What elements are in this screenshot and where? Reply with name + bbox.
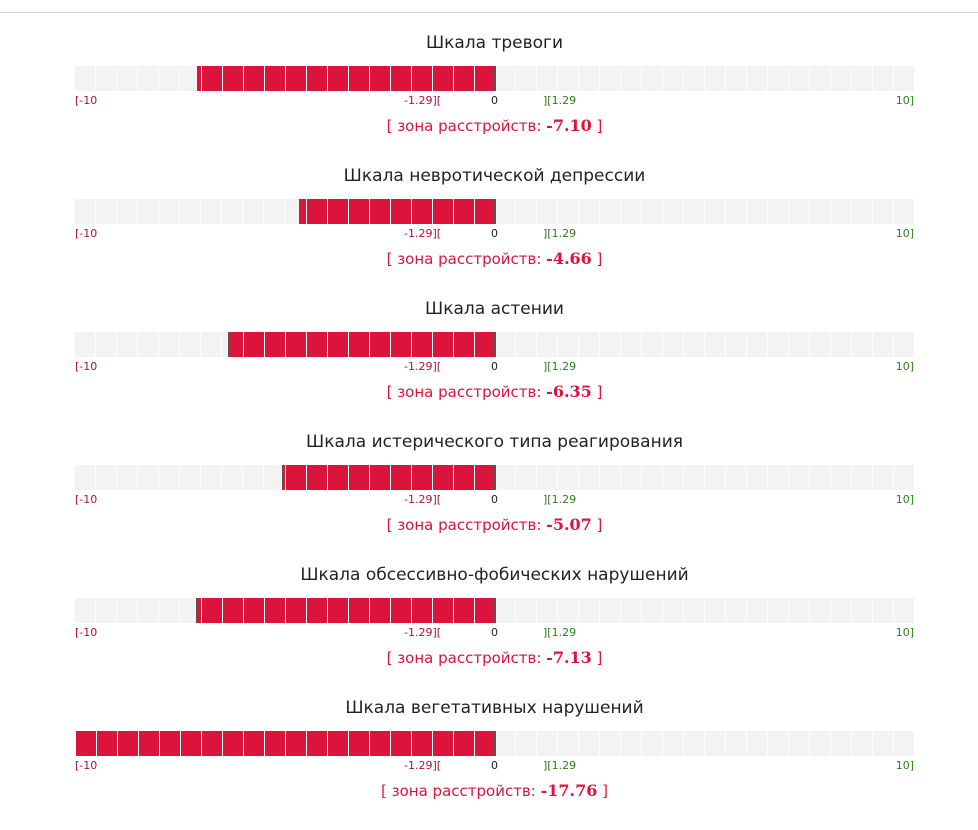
- axis-max-label: 10]: [895, 360, 914, 373]
- zero-marker: [494, 199, 496, 224]
- axis-neg-threshold-label: -1.29][: [404, 360, 442, 373]
- axis-neg-threshold-label: -1.29][: [404, 227, 442, 240]
- scale-bar-track: [75, 731, 914, 756]
- zone-value: -6.35: [546, 382, 592, 401]
- scale-bar-fill: [196, 598, 495, 623]
- axis-neg-threshold-label: -1.29][: [404, 626, 442, 639]
- zero-marker: [494, 465, 496, 490]
- axis-zero-label: 0: [491, 94, 498, 107]
- scale-bar-track: [75, 465, 914, 490]
- axis-pos-threshold-label: ][1.29: [543, 227, 577, 240]
- axis-min-label: [-10: [75, 626, 98, 639]
- scale-bar-track: [75, 598, 914, 623]
- zone-result: [ зона расстройств: -5.07 ]: [386, 515, 603, 534]
- scale-anxiety: Шкала тревоги [-10 -1.29][ 0 ][1.29 10] …: [75, 33, 914, 153]
- axis-zero-label: 0: [491, 626, 498, 639]
- axis-pos-threshold-label: ][1.29: [543, 626, 577, 639]
- zone-value: -7.10: [546, 116, 592, 135]
- axis-zero-label: 0: [491, 759, 498, 772]
- axis-min-label: [-10: [75, 759, 98, 772]
- axis-zero-label: 0: [491, 493, 498, 506]
- scale-title: Шкала истерического типа реагирования: [306, 432, 683, 452]
- axis-pos-threshold-label: ][1.29: [543, 360, 577, 373]
- scale-bar-fill: [197, 66, 495, 91]
- scale-bar-fill: [299, 199, 495, 224]
- zone-result: [ зона расстройств: -17.76 ]: [381, 781, 608, 800]
- axis-zero-label: 0: [491, 227, 498, 240]
- scale-neurotic-depression: Шкала невротической депрессии [-10 -1.29…: [75, 166, 914, 286]
- axis-min-label: [-10: [75, 360, 98, 373]
- scale-bar-fill: [228, 332, 495, 357]
- axis-max-label: 10]: [895, 493, 914, 506]
- axis-neg-threshold-label: -1.29][: [404, 94, 442, 107]
- axis-neg-threshold-label: -1.29][: [404, 493, 442, 506]
- scale-bar-fill: [282, 465, 495, 490]
- scale-bar-track: [75, 199, 914, 224]
- scale-asthenia: Шкала астении [-10 -1.29][ 0 ][1.29 10] …: [75, 299, 914, 419]
- axis-max-label: 10]: [895, 227, 914, 240]
- zero-marker: [494, 598, 496, 623]
- bar-edge-marker: [282, 465, 283, 490]
- scale-title: Шкала обсессивно-фобических нарушений: [300, 565, 689, 585]
- axis-pos-threshold-label: ][1.29: [543, 493, 577, 506]
- axis-neg-threshold-label: -1.29][: [404, 759, 442, 772]
- zone-result: [ зона расстройств: -4.66 ]: [386, 249, 603, 268]
- zone-result: [ зона расстройств: -7.13 ]: [386, 648, 603, 667]
- axis-max-label: 10]: [895, 759, 914, 772]
- axis-min-label: [-10: [75, 94, 98, 107]
- axis-zero-label: 0: [491, 360, 498, 373]
- scale-bar-fill: [75, 731, 495, 756]
- scale-title: Шкала астении: [425, 299, 564, 319]
- axis-min-label: [-10: [75, 227, 98, 240]
- bar-edge-marker: [228, 332, 229, 357]
- axis-pos-threshold-label: ][1.29: [543, 759, 577, 772]
- top-divider: [0, 12, 978, 13]
- zone-value: -4.66: [546, 249, 592, 268]
- scale-hysterical-reaction: Шкала истерического типа реагирования [-…: [75, 432, 914, 552]
- zone-result: [ зона расстройств: -6.35 ]: [386, 382, 603, 401]
- axis-max-label: 10]: [895, 94, 914, 107]
- zone-value: -5.07: [546, 515, 592, 534]
- scale-title: Шкала невротической депрессии: [343, 166, 646, 186]
- scale-vegetative: Шкала вегетативных нарушений [-10 -1.29]…: [75, 698, 914, 818]
- scale-obsessive-phobic: Шкала обсессивно-фобических нарушений [-…: [75, 565, 914, 685]
- zero-marker: [494, 731, 496, 756]
- scale-bar-track: [75, 332, 914, 357]
- axis-pos-threshold-label: ][1.29: [543, 94, 577, 107]
- axis-max-label: 10]: [895, 626, 914, 639]
- scale-bar-track: [75, 66, 914, 91]
- scale-title: Шкала тревоги: [425, 33, 564, 53]
- zero-marker: [494, 66, 496, 91]
- zone-value: -7.13: [546, 648, 592, 667]
- bar-edge-marker: [196, 598, 197, 623]
- axis-min-label: [-10: [75, 493, 98, 506]
- zone-result: [ зона расстройств: -7.10 ]: [386, 116, 603, 135]
- bar-edge-marker: [197, 66, 198, 91]
- zero-marker: [494, 332, 496, 357]
- bar-edge-marker: [299, 199, 300, 224]
- zone-value: -17.76: [540, 781, 598, 800]
- scale-title: Шкала вегетативных нарушений: [345, 698, 644, 718]
